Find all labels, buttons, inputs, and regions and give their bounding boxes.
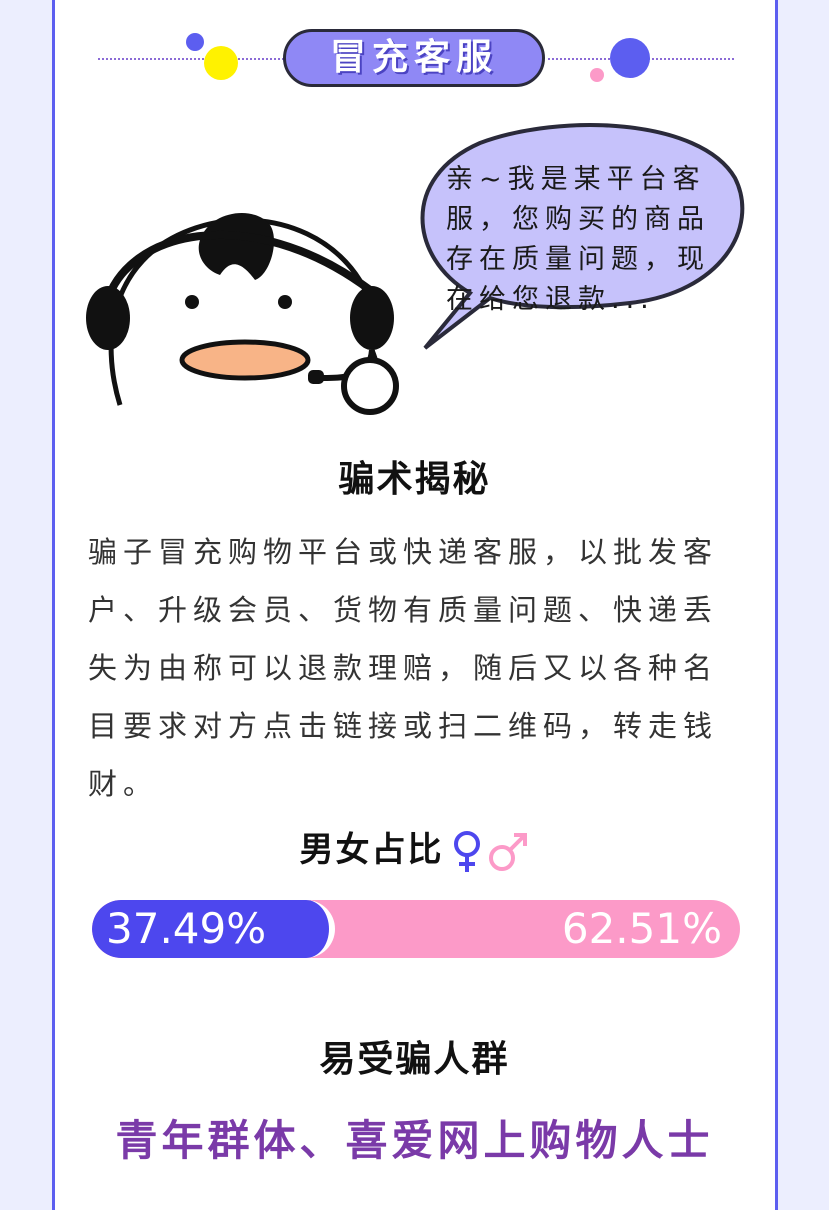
description-line: 户、升级会员、货物有质量问题、快递丢 — [88, 593, 719, 627]
dot-pink — [590, 68, 604, 82]
bubble-line: 服，您购买的商品 — [446, 204, 710, 235]
section-header: 冒充客服 — [0, 0, 829, 100]
dot-purple-small — [186, 33, 204, 51]
description-line: 财。 — [88, 767, 159, 801]
section-title-scam-reveal: 骗术揭秘 — [338, 459, 491, 500]
description-line: 骗子冒充购物平台或快递客服，以批发客 — [88, 535, 719, 569]
section-title-gender-ratio: 男女占比 — [0, 822, 829, 874]
bubble-line: 亲~我是某平台客 — [446, 164, 706, 195]
header-title: 冒充客服 — [283, 29, 545, 87]
dotted-line-left — [98, 58, 288, 60]
speech-bubble — [420, 123, 745, 350]
description-line: 目要求对方点击链接或扫二维码，转走钱 — [88, 709, 719, 743]
gender-symbols-icon — [453, 830, 527, 872]
bubble-line: 存在质量问题，现 — [446, 244, 710, 275]
dot-purple-large — [610, 38, 650, 78]
bubble-line: 在给您退款... — [446, 284, 655, 315]
male-percentage: 62.51% — [561, 904, 722, 953]
dot-yellow — [204, 46, 238, 80]
female-portion-bar — [92, 900, 335, 958]
description-line: 失为由称可以退款理赔，随后又以各种名 — [88, 651, 719, 685]
bubble-text: 亲~我是某平台客 服，您购买的商品 存在质量问题，现 在给您退款... — [446, 160, 718, 320]
gender-ratio-bar: 37.49% 62.51% — [92, 900, 740, 958]
female-percentage: 37.49% — [106, 904, 267, 953]
vulnerable-groups: 青年群体、喜爱网上购物人士 — [115, 1116, 714, 1165]
customer-service-character-icon — [86, 213, 399, 415]
scam-description: 骗子冒充购物平台或快递客服，以批发客 户、升级会员、货物有质量问题、快递丢 失为… — [88, 523, 748, 813]
section-title-vulnerable-groups: 易受骗人群 — [319, 1039, 510, 1080]
gender-ratio-label: 男女占比 — [299, 830, 444, 870]
